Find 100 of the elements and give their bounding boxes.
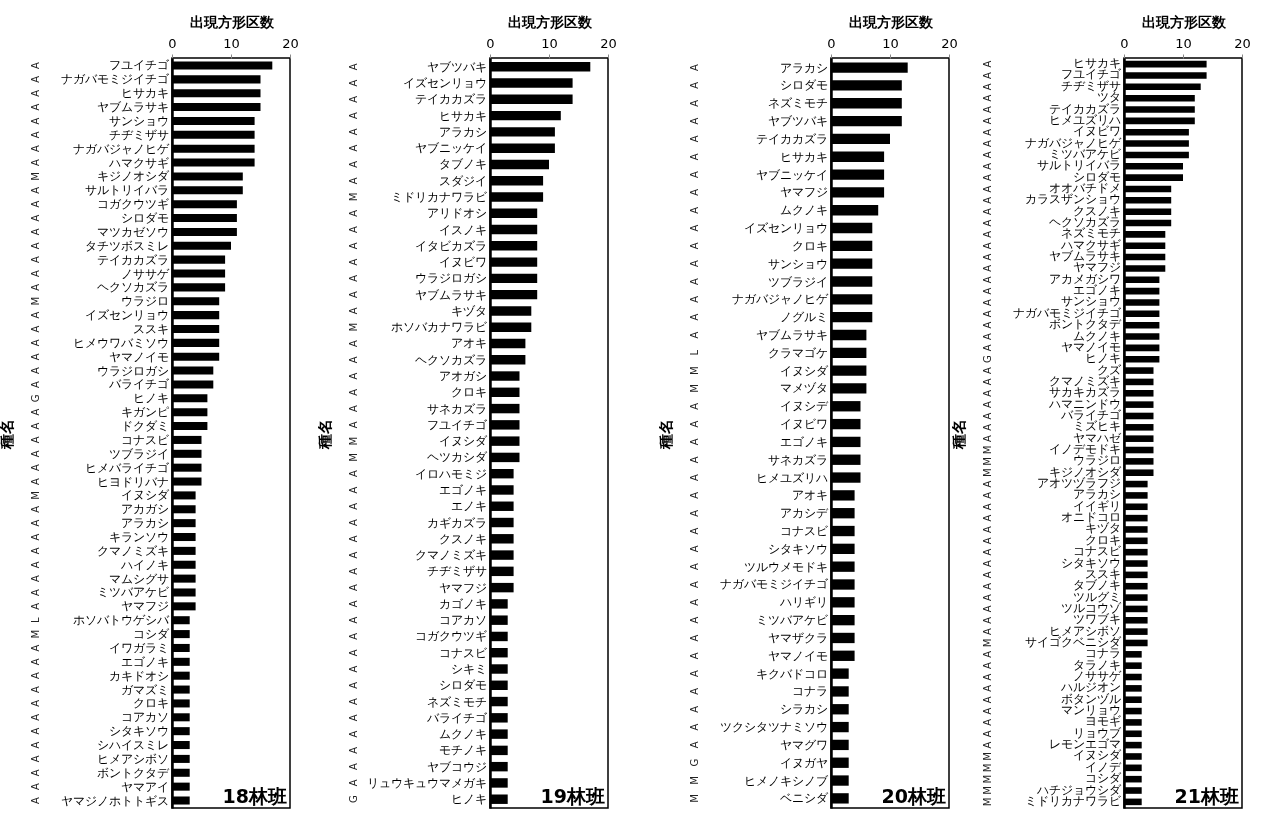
y2-tick-label: A: [982, 60, 993, 68]
y2-tick-label: A: [30, 214, 41, 222]
y2-tick-label: A: [689, 580, 700, 588]
y-tick-label: アカガシ: [120, 502, 169, 517]
y2-tick-label: A: [30, 61, 41, 69]
y2-tick-label: A: [982, 276, 993, 284]
y-tick-label: アリドオシ: [426, 206, 487, 221]
y2-tick-label: G: [689, 758, 700, 767]
y2-tick-label: A: [689, 687, 700, 695]
y2-tick-label: A: [982, 503, 993, 511]
y2-tick-label: A: [30, 547, 41, 555]
y2-tick-label: A: [30, 561, 41, 569]
x-axis-title: 出現方形区数: [1141, 13, 1227, 30]
y2-tick-label: M: [982, 445, 993, 455]
y2-tick-label: A: [982, 208, 993, 216]
y-tick-label: コアカソ: [120, 710, 169, 725]
y-tick-label: ヒヨドリバナ: [96, 474, 169, 489]
y-tick-label: カキドオシ: [108, 668, 169, 683]
y-tick-label: ヤブコウジ: [426, 759, 487, 774]
y-tick-label: ツルウメモドキ: [743, 559, 828, 574]
y2-tick-label: A: [30, 727, 41, 735]
y2-tick-label: M: [982, 797, 993, 807]
y-tick-label: タチツボスミレ: [84, 238, 169, 253]
y-tick-label: シロダモ: [438, 678, 487, 693]
y-tick-label: ナガバモミジイチゴ: [60, 72, 170, 87]
y2-tick-label: M: [689, 366, 700, 375]
y-tick-label: ヤブムラサキ: [414, 287, 487, 302]
y2-tick-label: A: [689, 527, 700, 535]
y2-tick-label: A: [689, 509, 700, 517]
y2-tick-label: A: [982, 253, 993, 261]
y-tick-label: クマノミズキ: [414, 548, 487, 563]
y2-tick-label: A: [689, 402, 700, 410]
y2-tick-label: A: [30, 242, 41, 250]
y2-tick-label: A: [982, 344, 993, 352]
y-tick-label: イヌビワ: [438, 255, 487, 270]
y2-tick-label: A: [689, 135, 700, 143]
y-tick-label: ノグルミ: [779, 310, 828, 325]
x-tick-label: 0: [1120, 35, 1129, 51]
y2-tick-label: A: [982, 537, 993, 545]
annotation: 18林班: [222, 785, 287, 807]
y2-tick-label: A: [689, 634, 700, 642]
y-tick-label: キジノオシダ: [96, 169, 170, 184]
y-tick-label: コアカソ: [438, 613, 487, 628]
y-tick-label: ツブラジイ: [767, 274, 828, 289]
y-tick-label: ヒノキ: [132, 391, 169, 406]
y2-tick-label: A: [348, 746, 359, 754]
y-tick-label: ヤブムラサキ: [96, 100, 169, 115]
y-tick-label: イヌシデ: [779, 399, 829, 414]
y-tick-label: ヘツカシダ: [426, 450, 488, 465]
y2-tick-label: M: [982, 786, 993, 795]
y-tick-label: ネズミモチ: [426, 694, 487, 709]
y-tick-label: イズセンリョウ: [84, 308, 169, 323]
y2-tick-label: A: [689, 242, 700, 250]
y-tick-label: カゴノキ: [438, 596, 487, 611]
y-tick-label: コガクウツギ: [414, 629, 487, 644]
y-tick-label: ヤブニッケイ: [414, 141, 487, 156]
y2-tick-label: A: [30, 75, 41, 83]
y2-tick-label: A: [689, 491, 700, 499]
y2-tick-label: A: [348, 649, 359, 657]
y2-tick-label: A: [689, 741, 700, 749]
y2-tick-label: A: [689, 563, 700, 571]
x-tick-label: 20: [600, 35, 617, 51]
y-tick-label: ヤマジノホトトギス: [60, 793, 169, 808]
y2-tick-label: A: [982, 367, 993, 374]
y2-tick-label: A: [689, 188, 700, 196]
y2-tick-label: M: [689, 794, 700, 803]
y2-tick-label: A: [982, 174, 993, 182]
y2-tick-label: A: [689, 670, 700, 678]
y2-tick-label: A: [348, 535, 359, 543]
y-tick-label: ホソバトウゲシバ: [72, 613, 170, 628]
y2-tick-label: A: [689, 598, 700, 606]
y2-tick-label: A: [982, 548, 993, 556]
y-tick-label: ガマズミ: [120, 682, 169, 697]
y2-tick-label: A: [689, 260, 700, 268]
y-tick-label: キヅタ: [450, 303, 487, 318]
y-tick-label: シラカシ: [779, 702, 828, 717]
y2-tick-label: A: [30, 186, 41, 194]
y-tick-label: モチノキ: [438, 743, 487, 758]
y2-tick-label: M: [348, 322, 359, 332]
y-tick-label: ヒメアシボソ: [96, 751, 169, 766]
y2-tick-label: A: [348, 486, 359, 494]
y-tick-label: シタキソウ: [108, 724, 169, 739]
y-tick-label: ヤマアイ: [120, 779, 169, 794]
y2-tick-label: A: [982, 117, 993, 125]
y-tick-label: イロハモミジ: [414, 466, 487, 481]
y2-tick-label: A: [689, 99, 700, 107]
y2-tick-label: A: [982, 696, 993, 704]
y-tick-label: ヒメバライチゴ: [84, 460, 170, 475]
y2-tick-label: A: [348, 567, 359, 575]
y-tick-label: シハイスミレ: [96, 738, 169, 753]
y-tick-label: バライチゴ: [425, 710, 488, 725]
y2-tick-label: A: [982, 242, 993, 250]
y2-tick-label: M: [30, 296, 41, 306]
y-tick-label: チヂミザサ: [108, 127, 169, 142]
y-tick-label: タブノキ: [438, 157, 487, 172]
y2-tick-label: A: [982, 684, 993, 692]
y2-tick-label: G: [348, 795, 359, 804]
y-tick-label: アオガシ: [438, 369, 487, 384]
y2-tick-label: A: [348, 779, 359, 787]
annotation: 19林班: [540, 785, 605, 807]
